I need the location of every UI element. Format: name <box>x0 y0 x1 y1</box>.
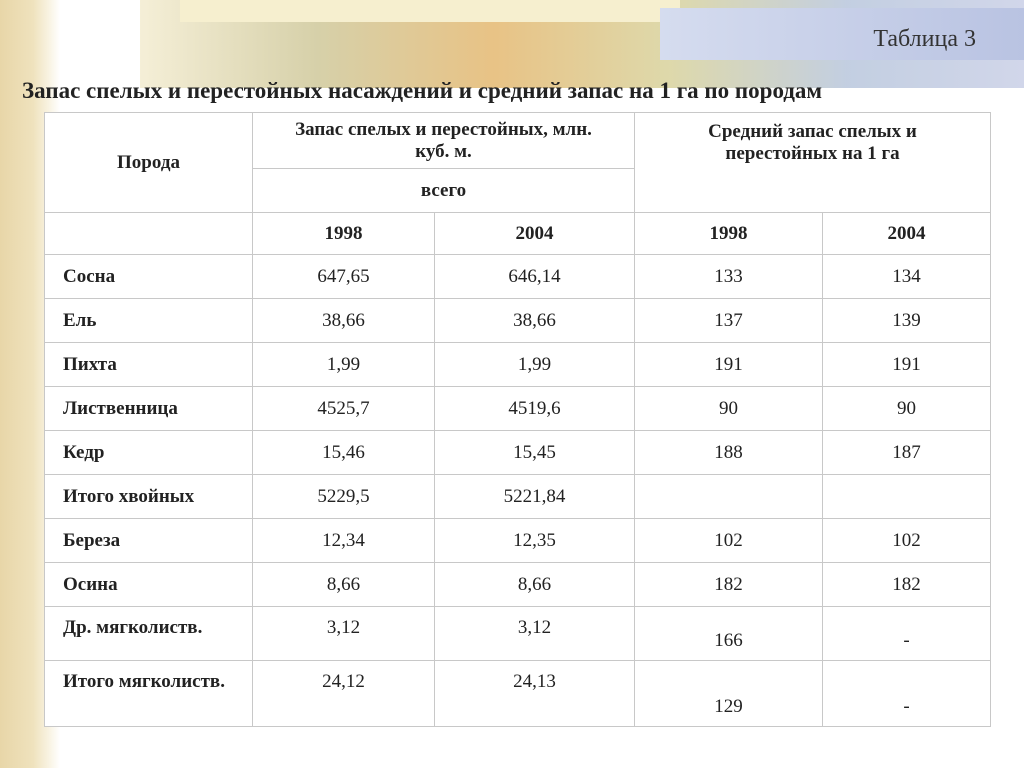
species-cell: Др. мягколиств. <box>44 606 253 661</box>
value-cell: 3,12 <box>252 606 435 661</box>
table-row: Береза 12,34 12,35 102 102 <box>44 518 991 563</box>
table-row: Сосна 647,65 646,14 133 134 <box>44 254 991 299</box>
year-cell: 1998 <box>252 212 435 255</box>
value-cell: 188 <box>634 430 823 475</box>
value-cell: 5221,84 <box>434 474 635 519</box>
header-cell <box>44 212 253 255</box>
header-cell: Средний запас спелых и перестойных на 1 … <box>634 112 991 213</box>
year-cell: 1998 <box>634 212 823 255</box>
table-row: Пихта 1,99 1,99 191 191 <box>44 342 991 387</box>
table-row: Лиственница 4525,7 4519,6 90 90 <box>44 386 991 431</box>
value-cell: 4525,7 <box>252 386 435 431</box>
value-cell: 182 <box>634 562 823 607</box>
value-cell: 187 <box>822 430 991 475</box>
value-cell: 1,99 <box>252 342 435 387</box>
species-cell: Осина <box>44 562 253 607</box>
species-cell: Ель <box>44 298 253 343</box>
value-cell <box>822 474 991 519</box>
value-cell: 8,66 <box>434 562 635 607</box>
year-cell: 2004 <box>434 212 635 255</box>
header-cell: Запас спелых и перестойных, млн. куб. м. <box>252 112 635 169</box>
value-cell: 191 <box>634 342 823 387</box>
species-cell: Пихта <box>44 342 253 387</box>
table: Порода Запас спелых и перестойных, млн. … <box>44 112 991 727</box>
value-cell: 647,65 <box>252 254 435 299</box>
value-cell: 1,99 <box>434 342 635 387</box>
value-cell: 102 <box>634 518 823 563</box>
value-cell: 8,66 <box>252 562 435 607</box>
table-label: Таблица 3 <box>873 26 976 52</box>
value-cell: 12,35 <box>434 518 635 563</box>
banner-image <box>660 8 1024 60</box>
value-cell: 191 <box>822 342 991 387</box>
value-cell: 38,66 <box>252 298 435 343</box>
value-cell: 182 <box>822 562 991 607</box>
value-cell: 24,12 <box>252 660 435 727</box>
value-cell: 90 <box>822 386 991 431</box>
table-row: Ель 38,66 38,66 137 139 <box>44 298 991 343</box>
slide-title: Запас спелых и перестойных насаждений и … <box>22 78 823 103</box>
header-cell: всего <box>252 168 635 213</box>
value-cell: 139 <box>822 298 991 343</box>
value-cell: 3,12 <box>434 606 635 661</box>
header-cell: Порода <box>44 112 253 213</box>
value-cell: 5229,5 <box>252 474 435 519</box>
table-row: Осина 8,66 8,66 182 182 <box>44 562 991 607</box>
value-cell: - <box>822 606 991 661</box>
value-cell: 15,45 <box>434 430 635 475</box>
value-cell: 166 <box>634 606 823 661</box>
year-cell: 2004 <box>822 212 991 255</box>
species-cell: Лиственница <box>44 386 253 431</box>
species-cell: Сосна <box>44 254 253 299</box>
value-cell: 646,14 <box>434 254 635 299</box>
value-cell: 137 <box>634 298 823 343</box>
value-cell: 38,66 <box>434 298 635 343</box>
value-cell: 12,34 <box>252 518 435 563</box>
value-cell: 4519,6 <box>434 386 635 431</box>
banner-image <box>180 0 680 22</box>
table-row: Др. мягколиств. 3,12 3,12 166- <box>44 606 991 661</box>
species-cell: Итого мягколиств. <box>44 660 253 727</box>
value-cell: 102 <box>822 518 991 563</box>
value-cell: - <box>822 660 991 727</box>
value-cell: 90 <box>634 386 823 431</box>
species-cell: Береза <box>44 518 253 563</box>
table-row: Итого хвойных 5229,5 5221,84 <box>44 474 991 519</box>
table-row: Итого мягколиств. 24,12 24,13 129- <box>44 660 991 727</box>
value-cell: 133 <box>634 254 823 299</box>
value-cell: 129 <box>634 660 823 727</box>
table-row: Кедр 15,46 15,45 188 187 <box>44 430 991 475</box>
value-cell: 15,46 <box>252 430 435 475</box>
value-cell: 24,13 <box>434 660 635 727</box>
value-cell: 134 <box>822 254 991 299</box>
species-cell: Итого хвойных <box>44 474 253 519</box>
species-cell: Кедр <box>44 430 253 475</box>
value-cell <box>634 474 823 519</box>
